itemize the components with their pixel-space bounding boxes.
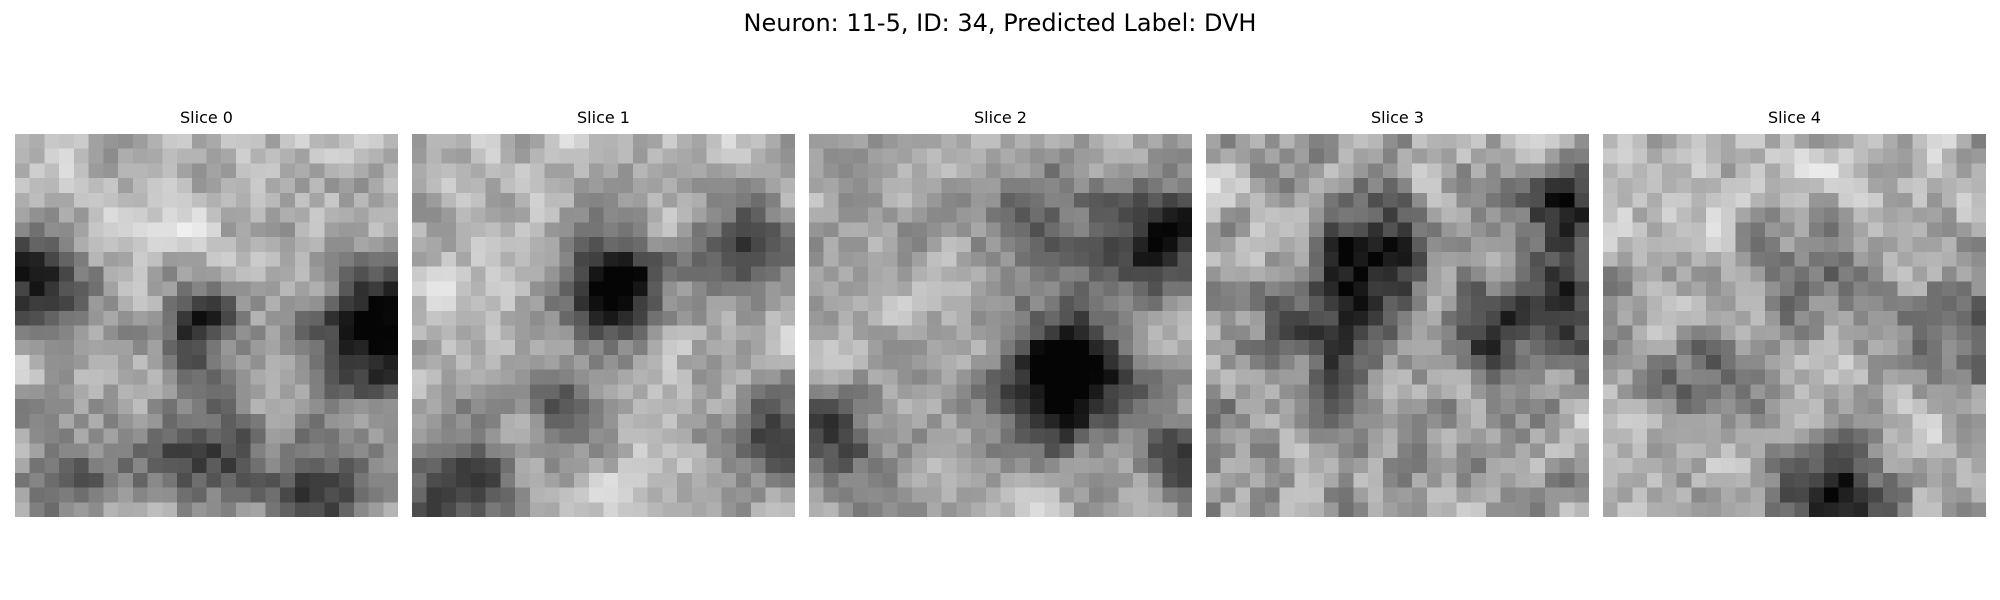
- slice-title: Slice 2: [974, 108, 1027, 127]
- slice-image: [1603, 134, 1986, 517]
- slice-title: Slice 3: [1371, 108, 1424, 127]
- slice-title: Slice 4: [1768, 108, 1821, 127]
- slice-panel-4: Slice 4: [1603, 108, 1986, 517]
- slice-panel-2: Slice 2: [809, 108, 1192, 517]
- figure-title: Neuron: 11-5, ID: 34, Predicted Label: D…: [743, 9, 1257, 37]
- slice-image: [15, 134, 398, 517]
- slice-image: [809, 134, 1192, 517]
- slice-panel-0: Slice 0: [15, 108, 398, 517]
- slice-title: Slice 1: [577, 108, 630, 127]
- slice-panel-3: Slice 3: [1206, 108, 1589, 517]
- slice-image: [1206, 134, 1589, 517]
- slice-panel-1: Slice 1: [412, 108, 795, 517]
- slice-title: Slice 0: [180, 108, 233, 127]
- slice-image: [412, 134, 795, 517]
